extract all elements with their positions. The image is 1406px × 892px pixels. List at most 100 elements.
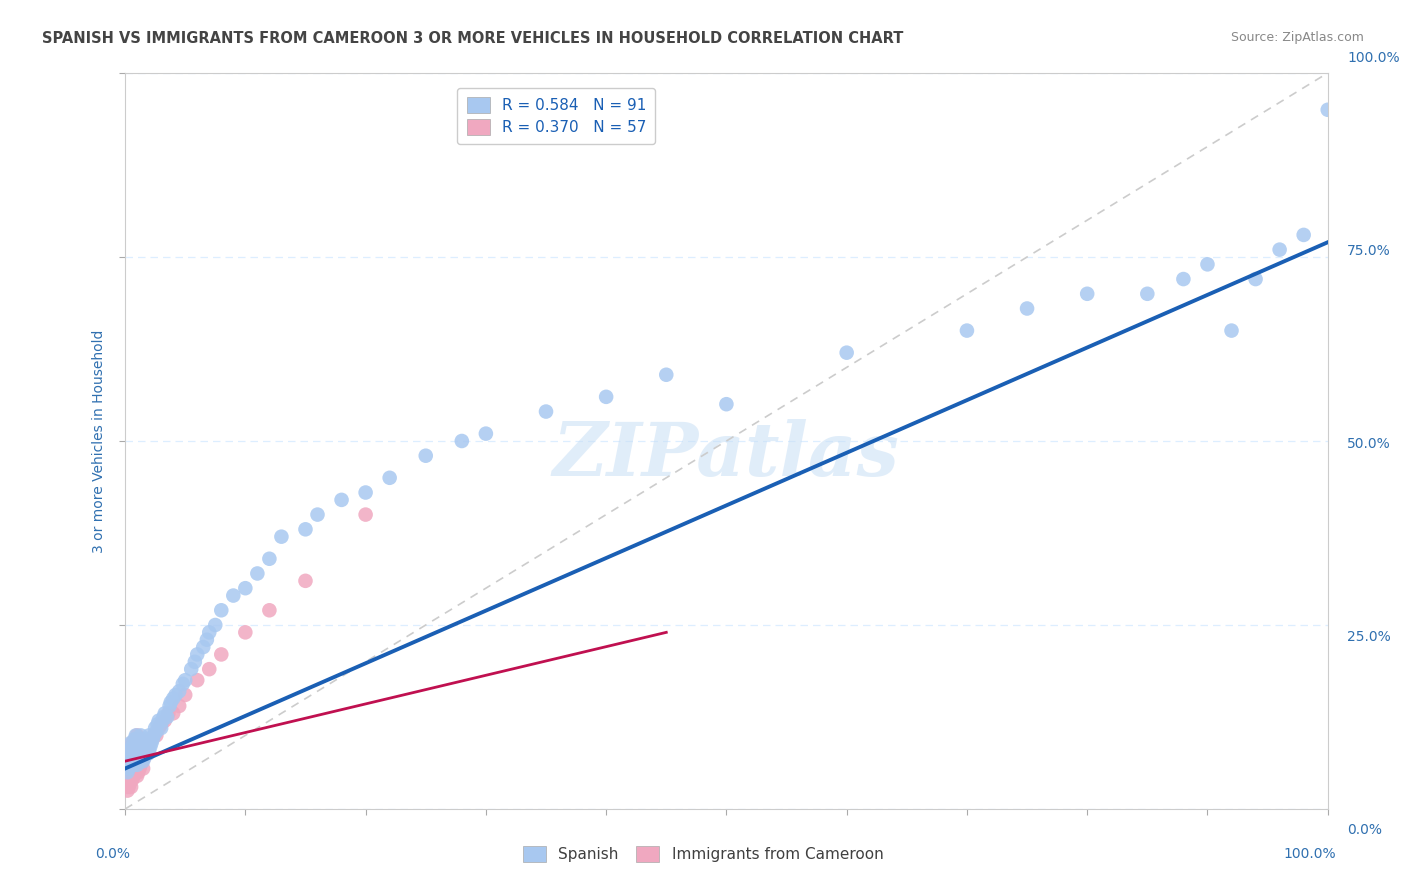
Point bbox=[121, 754, 143, 768]
Point bbox=[835, 345, 858, 359]
Point bbox=[122, 736, 145, 750]
Point bbox=[153, 714, 176, 728]
Point bbox=[172, 677, 194, 691]
Point bbox=[134, 750, 156, 764]
Point bbox=[198, 625, 221, 640]
Point bbox=[122, 769, 145, 783]
Point bbox=[174, 673, 197, 688]
Point bbox=[124, 754, 146, 768]
Point bbox=[141, 732, 163, 747]
Point bbox=[127, 747, 149, 761]
Point bbox=[186, 673, 208, 688]
Point bbox=[138, 728, 160, 742]
Point bbox=[475, 426, 498, 441]
Point bbox=[716, 397, 738, 411]
Point bbox=[145, 728, 167, 742]
Point bbox=[307, 508, 329, 522]
Point bbox=[378, 471, 401, 485]
Text: 50.0%: 50.0% bbox=[1347, 437, 1391, 450]
Point bbox=[354, 508, 377, 522]
Point bbox=[118, 750, 141, 764]
Point bbox=[117, 765, 139, 780]
Point bbox=[193, 640, 215, 654]
Point bbox=[222, 589, 245, 603]
Point bbox=[142, 732, 165, 747]
Point bbox=[120, 780, 142, 794]
Point bbox=[148, 714, 170, 728]
Point bbox=[162, 691, 184, 706]
Point bbox=[143, 721, 166, 735]
Text: 75.0%: 75.0% bbox=[1347, 244, 1391, 258]
Point bbox=[142, 728, 165, 742]
Point bbox=[132, 754, 155, 768]
Text: Source: ZipAtlas.com: Source: ZipAtlas.com bbox=[1230, 31, 1364, 45]
Point bbox=[294, 574, 316, 588]
Y-axis label: 3 or more Vehicles in Household: 3 or more Vehicles in Household bbox=[93, 329, 107, 553]
Point bbox=[128, 732, 150, 747]
Point bbox=[120, 757, 142, 772]
Point bbox=[246, 566, 269, 581]
Point bbox=[167, 684, 190, 698]
Point bbox=[152, 710, 174, 724]
Point bbox=[120, 739, 142, 754]
Point bbox=[127, 769, 149, 783]
Point bbox=[165, 688, 187, 702]
Point bbox=[159, 695, 181, 709]
Point bbox=[294, 522, 316, 536]
Point bbox=[129, 747, 152, 761]
Point bbox=[204, 618, 226, 632]
Point bbox=[115, 780, 138, 794]
Point bbox=[128, 750, 150, 764]
Point bbox=[156, 710, 179, 724]
Point bbox=[120, 736, 142, 750]
Text: ZIPatlas: ZIPatlas bbox=[553, 419, 900, 492]
Point bbox=[145, 724, 167, 739]
Point bbox=[134, 750, 156, 764]
Point bbox=[209, 603, 232, 617]
Point bbox=[956, 324, 979, 338]
Point bbox=[135, 747, 157, 761]
Point bbox=[118, 780, 141, 794]
Point bbox=[120, 747, 142, 761]
Point bbox=[186, 648, 208, 662]
Point bbox=[1076, 286, 1098, 301]
Point bbox=[150, 714, 173, 728]
Point bbox=[354, 485, 377, 500]
Point bbox=[1268, 243, 1291, 257]
Point bbox=[125, 750, 148, 764]
Point bbox=[330, 492, 353, 507]
Point bbox=[122, 757, 145, 772]
Point bbox=[125, 762, 148, 776]
Point bbox=[180, 662, 202, 676]
Point bbox=[184, 655, 207, 669]
Point bbox=[117, 754, 139, 768]
Point bbox=[150, 717, 173, 731]
Point bbox=[148, 721, 170, 735]
Point bbox=[1316, 103, 1339, 117]
Point bbox=[115, 765, 138, 780]
Point bbox=[121, 772, 143, 787]
Point bbox=[118, 762, 141, 776]
Point bbox=[1244, 272, 1267, 286]
Point bbox=[195, 632, 218, 647]
Point bbox=[117, 769, 139, 783]
Point bbox=[167, 698, 190, 713]
Point bbox=[233, 581, 256, 595]
Point bbox=[159, 698, 181, 713]
Point bbox=[128, 739, 150, 754]
Point bbox=[135, 732, 157, 747]
Text: 0.0%: 0.0% bbox=[1347, 822, 1382, 837]
Point bbox=[131, 754, 153, 768]
Point bbox=[132, 736, 155, 750]
Point bbox=[136, 739, 159, 754]
Point bbox=[1292, 227, 1315, 242]
Point bbox=[117, 783, 139, 797]
Point bbox=[233, 625, 256, 640]
Point bbox=[129, 732, 152, 747]
Point bbox=[415, 449, 437, 463]
Point bbox=[534, 404, 557, 418]
Point bbox=[259, 551, 281, 566]
Point bbox=[157, 706, 180, 721]
Point bbox=[132, 762, 155, 776]
Point bbox=[1173, 272, 1195, 286]
